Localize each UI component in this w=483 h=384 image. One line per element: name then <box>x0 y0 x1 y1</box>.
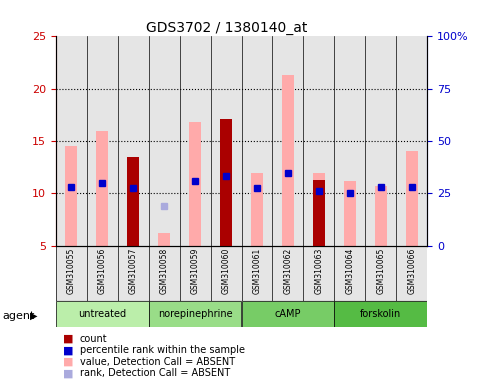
Bar <box>96 131 108 246</box>
Bar <box>397 36 427 246</box>
Bar <box>56 246 86 301</box>
Text: percentile rank within the sample: percentile rank within the sample <box>80 345 245 355</box>
Bar <box>86 36 117 246</box>
Bar <box>272 246 303 301</box>
Bar <box>149 246 180 301</box>
Bar <box>366 36 397 246</box>
Text: GSM310056: GSM310056 <box>98 247 107 294</box>
Bar <box>313 180 325 246</box>
Bar <box>149 36 180 246</box>
Bar <box>220 119 232 246</box>
Bar <box>303 36 334 246</box>
Text: GSM310063: GSM310063 <box>314 247 324 294</box>
Bar <box>56 36 86 246</box>
Bar <box>127 157 139 246</box>
Text: ▶: ▶ <box>30 311 38 321</box>
Text: ■: ■ <box>63 334 73 344</box>
Bar <box>211 36 242 246</box>
Bar <box>242 246 272 301</box>
Bar <box>117 36 149 246</box>
Text: GSM310061: GSM310061 <box>253 247 261 294</box>
Bar <box>220 119 232 246</box>
Bar <box>180 36 211 246</box>
Text: GSM310057: GSM310057 <box>128 247 138 294</box>
Text: untreated: untreated <box>78 309 126 319</box>
Bar <box>366 246 397 301</box>
Bar <box>313 172 325 246</box>
Text: GSM310066: GSM310066 <box>408 247 416 294</box>
Bar <box>406 151 418 246</box>
Text: forskolin: forskolin <box>360 309 401 319</box>
Text: cAMP: cAMP <box>275 309 301 319</box>
Bar <box>211 246 242 301</box>
Bar <box>334 36 366 246</box>
Bar <box>189 122 201 246</box>
Text: GSM310064: GSM310064 <box>345 247 355 294</box>
Text: GSM310059: GSM310059 <box>190 247 199 294</box>
Bar <box>282 75 294 246</box>
Bar <box>251 172 263 246</box>
Text: norepinephrine: norepinephrine <box>157 309 232 319</box>
Bar <box>117 246 149 301</box>
Text: GSM310065: GSM310065 <box>376 247 385 294</box>
Text: count: count <box>80 334 107 344</box>
Bar <box>242 301 334 327</box>
Text: ■: ■ <box>63 368 73 378</box>
Text: value, Detection Call = ABSENT: value, Detection Call = ABSENT <box>80 357 235 367</box>
Bar <box>375 186 387 246</box>
Bar <box>303 246 334 301</box>
Bar <box>344 181 356 246</box>
Bar <box>56 301 149 327</box>
Bar <box>158 233 170 246</box>
Bar <box>272 36 303 246</box>
Bar <box>65 146 77 246</box>
Text: ■: ■ <box>63 345 73 355</box>
Text: GSM310058: GSM310058 <box>159 247 169 294</box>
Text: rank, Detection Call = ABSENT: rank, Detection Call = ABSENT <box>80 368 230 378</box>
Bar <box>397 246 427 301</box>
Bar <box>242 36 272 246</box>
Text: GSM310055: GSM310055 <box>67 247 75 294</box>
Bar <box>334 301 427 327</box>
Text: ■: ■ <box>63 357 73 367</box>
Text: GDS3702 / 1380140_at: GDS3702 / 1380140_at <box>146 21 308 35</box>
Text: agent: agent <box>2 311 35 321</box>
Bar <box>86 246 117 301</box>
Text: GSM310060: GSM310060 <box>222 247 230 294</box>
Bar <box>149 301 242 327</box>
Text: GSM310062: GSM310062 <box>284 247 293 294</box>
Bar <box>180 246 211 301</box>
Bar <box>334 246 366 301</box>
Bar <box>127 157 139 246</box>
